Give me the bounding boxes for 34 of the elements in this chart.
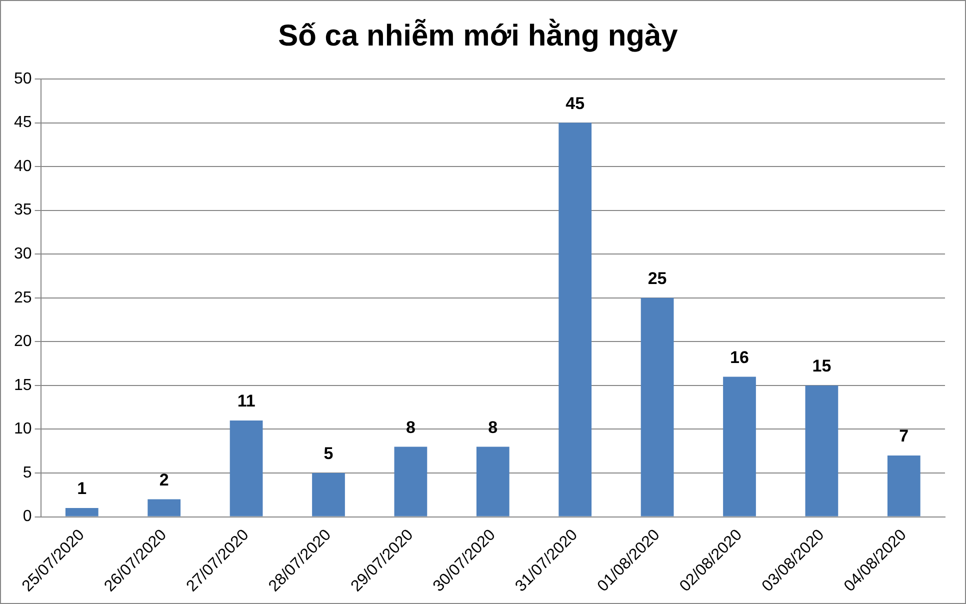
- y-tick-label: 45: [14, 114, 32, 132]
- data-label: 25: [648, 269, 667, 288]
- bar: [805, 385, 838, 516]
- bar: [230, 420, 263, 516]
- y-tick-label: 0: [22, 508, 32, 526]
- y-tick-label: 15: [14, 376, 32, 394]
- y-tick-label: 40: [14, 158, 32, 175]
- bar: [558, 122, 592, 516]
- data-label: 2: [159, 470, 169, 490]
- bar: [887, 456, 920, 516]
- data-label: 7: [899, 426, 909, 446]
- bar: [394, 446, 428, 516]
- bar: [476, 446, 510, 516]
- y-tick-label: 50: [14, 70, 32, 88]
- data-label: 45: [566, 94, 585, 113]
- chart-title: Số ca nhiễm mới hằng ngày: [278, 18, 678, 52]
- y-tick-label: 5: [22, 464, 32, 482]
- bar: [723, 376, 756, 516]
- bar: [640, 298, 674, 516]
- data-label: 5: [324, 444, 334, 464]
- data-label: 16: [730, 348, 749, 367]
- bar: [148, 499, 181, 516]
- y-tick-label: 20: [14, 333, 32, 350]
- data-label: 1: [77, 479, 87, 498]
- data-label: 15: [812, 356, 832, 376]
- data-label: 11: [237, 392, 256, 411]
- y-tick-label: 30: [14, 246, 32, 263]
- bar: [65, 508, 98, 516]
- data-label: 8: [488, 418, 498, 437]
- data-label: 8: [406, 418, 416, 437]
- y-tick-label: 35: [14, 202, 32, 219]
- bar: [312, 473, 345, 516]
- y-tick-label: 25: [14, 289, 32, 306]
- y-tick-label: 10: [14, 420, 32, 438]
